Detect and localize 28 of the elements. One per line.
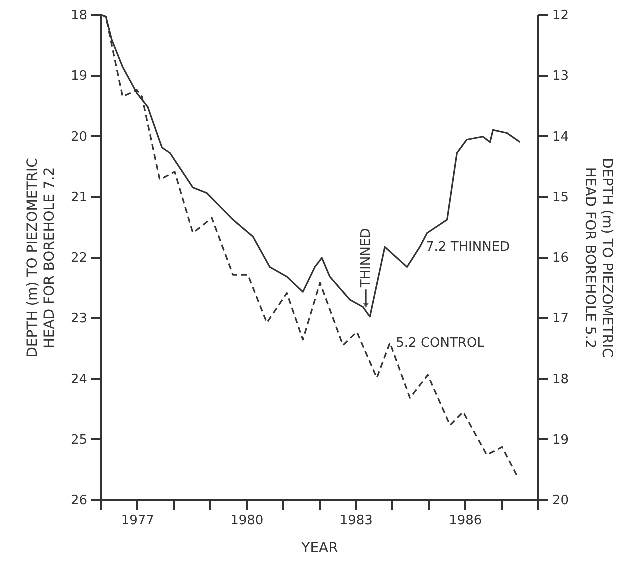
y2-tick-label: 14 (552, 130, 570, 145)
series-label: 7.2 THINNED (426, 240, 510, 256)
x-tick-label: 1980 (230, 514, 264, 528)
y-axis-title: DEPTH (m) TO PIEZOMETRIC HEAD FOR BOREHOLE 7.2 (24, 158, 58, 358)
y-tick-label: 20 (70, 130, 88, 145)
y-tick-label: 25 (70, 432, 88, 448)
y-tick-label: 18 (70, 8, 88, 24)
y-tick-label: 26 (70, 494, 88, 508)
y-tick-label: 21 (70, 190, 88, 206)
y2-tick-label: 12 (552, 8, 570, 24)
annotation: THINNED (359, 228, 374, 289)
x-axis-title: YEAR (300, 540, 339, 556)
y2-tick-label: 13 (552, 69, 570, 84)
y2-tick-label: 20 (552, 494, 570, 508)
y2-tick-label: 18 (552, 372, 570, 388)
y-tick-label: 23 (70, 312, 88, 327)
y2-tick-label: 15 (552, 190, 570, 206)
y2-tick-label: 16 (552, 251, 570, 266)
y-tick-label: 22 (70, 251, 88, 266)
y2-axis-title: DEPTH (m) TO PIEZOMETRIC HEAD FOR BOREHOLE 5.2 (582, 158, 616, 358)
y-tick-label: 19 (70, 69, 88, 84)
x-tick-label: 1977 (121, 514, 154, 528)
series-label: 5.2 CONTROL (396, 336, 486, 351)
y2-tick-label: 19 (552, 432, 570, 448)
y-tick-label: 24 (70, 372, 88, 388)
x-tick-label: 1986 (449, 514, 482, 528)
x-tick-label: 1983 (340, 514, 373, 528)
y2-tick-label: 17 (552, 312, 570, 327)
